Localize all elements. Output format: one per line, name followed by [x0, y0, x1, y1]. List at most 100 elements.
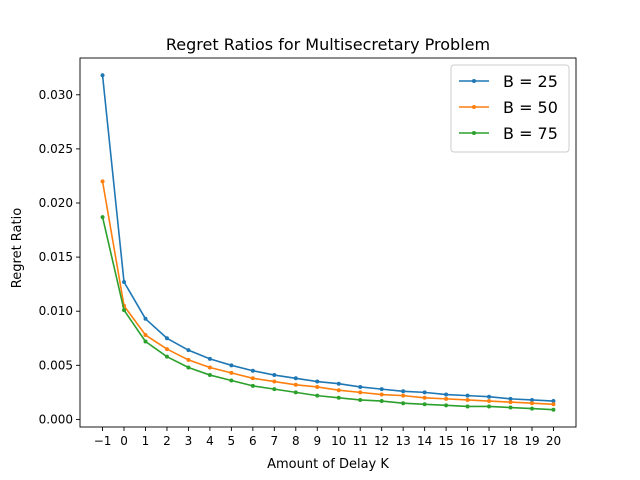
series-1-point [529, 397, 534, 402]
series-3-point [551, 407, 556, 412]
series-3-point [315, 393, 320, 398]
series-1-point [358, 384, 363, 389]
series-3-point [444, 403, 449, 408]
series-1-point [379, 387, 384, 392]
series-1-point [229, 363, 234, 368]
x-tick-label: 8 [292, 434, 300, 448]
series-1-point [164, 336, 169, 341]
x-axis-label: Amount of Delay K [267, 457, 389, 472]
series-2-point [207, 365, 212, 370]
series-3-point [143, 339, 148, 344]
y-tick-label: 0.030 [39, 88, 73, 102]
series-2-point [229, 370, 234, 375]
series-1-point [465, 393, 470, 398]
x-tick-label: 2 [163, 434, 171, 448]
x-tick-label: 5 [228, 434, 236, 448]
series-3-point [508, 405, 513, 410]
y-tick-label: 0.015 [39, 250, 73, 264]
series-2-point [358, 390, 363, 395]
x-tick-label: 11 [353, 434, 368, 448]
series-3-point [293, 390, 298, 395]
series-1-point [422, 390, 427, 395]
x-tick-label: −1 [94, 434, 112, 448]
series-2-point [465, 397, 470, 402]
x-tick-label: 4 [206, 434, 214, 448]
series-2-point [293, 382, 298, 387]
series-3-point [422, 402, 427, 407]
series-1-point [551, 399, 556, 404]
x-tick-label: 19 [524, 434, 539, 448]
legend-label-3: B = 75 [503, 124, 558, 143]
series-2-point [444, 396, 449, 401]
x-tick-label: 13 [396, 434, 411, 448]
chart-title: Regret Ratios for Multisecretary Problem [166, 35, 490, 54]
legend-label-2: B = 50 [503, 98, 558, 117]
series-1-point [207, 356, 212, 361]
legend-box [450, 64, 570, 153]
series-1-point [508, 396, 513, 401]
series-1-point [315, 379, 320, 384]
series-2-point [336, 388, 341, 393]
series-1-point [100, 73, 105, 78]
series-3-point [487, 404, 492, 409]
x-tick-label: 3 [185, 434, 193, 448]
legend-label-1: B = 25 [503, 72, 558, 91]
series-1-point [401, 389, 406, 394]
series-3-point [358, 397, 363, 402]
series-3-point [401, 401, 406, 406]
series-3-point [529, 406, 534, 411]
x-tick-label: 17 [481, 434, 496, 448]
series-2-point [487, 399, 492, 404]
series-1-point [293, 376, 298, 381]
series-2-point [250, 376, 255, 381]
y-tick-label: 0.020 [39, 196, 73, 210]
series-3-point [465, 404, 470, 409]
x-tick-label: 15 [438, 434, 453, 448]
series-3-point [207, 373, 212, 378]
x-tick-label: 12 [374, 434, 389, 448]
legend: B = 25 B = 50 B = 75 [450, 64, 570, 153]
series-3-point [336, 395, 341, 400]
legend-marker-1 [472, 79, 476, 83]
series-3-point [100, 215, 105, 220]
series-2-point [508, 400, 513, 405]
series-3-point [229, 378, 234, 383]
series-2-point [315, 384, 320, 389]
series-2-point [100, 179, 105, 184]
series-line-1 [101, 75, 554, 402]
series-2-point [379, 392, 384, 397]
series-line-3 [101, 216, 554, 411]
legend-marker-3 [472, 131, 476, 135]
series-3-point [250, 383, 255, 388]
x-tick-label: 14 [417, 434, 432, 448]
series-1-point [444, 392, 449, 397]
series-1-point [250, 368, 255, 373]
x-tick-label: 18 [503, 434, 518, 448]
y-tick-label: 0.005 [39, 358, 73, 372]
series-1-point [186, 348, 191, 353]
series-2-point [401, 393, 406, 398]
series-2-point [272, 379, 277, 384]
x-tick-label: 6 [249, 434, 257, 448]
series-1-point [122, 280, 127, 284]
series-2-point [164, 347, 169, 352]
series-2-point [422, 395, 427, 400]
series-1-point [336, 381, 341, 386]
series-1-point [487, 394, 492, 399]
y-axis-label: Regret Ratio [10, 208, 25, 288]
series-line-2 [101, 181, 554, 406]
series-1-point [272, 373, 277, 378]
plot-area: −1 0 1 2 3 4 5 6 7 8 9 10 11 12 13 14 15 16 17 18 19 200.0000… [39, 57, 577, 448]
y-tick-label: 0.000 [39, 412, 73, 426]
series-2-point [551, 402, 556, 407]
legend-marker-2 [472, 105, 476, 109]
series-1-point [143, 316, 148, 321]
x-tick-label: 9 [313, 434, 321, 448]
x-tick-label: 20 [546, 434, 561, 448]
series-3-point [122, 308, 127, 313]
x-tick-label: 1 [142, 434, 150, 448]
series-3-point [379, 399, 384, 404]
x-tick-label: 10 [331, 434, 346, 448]
y-tick-label: 0.010 [39, 304, 73, 318]
